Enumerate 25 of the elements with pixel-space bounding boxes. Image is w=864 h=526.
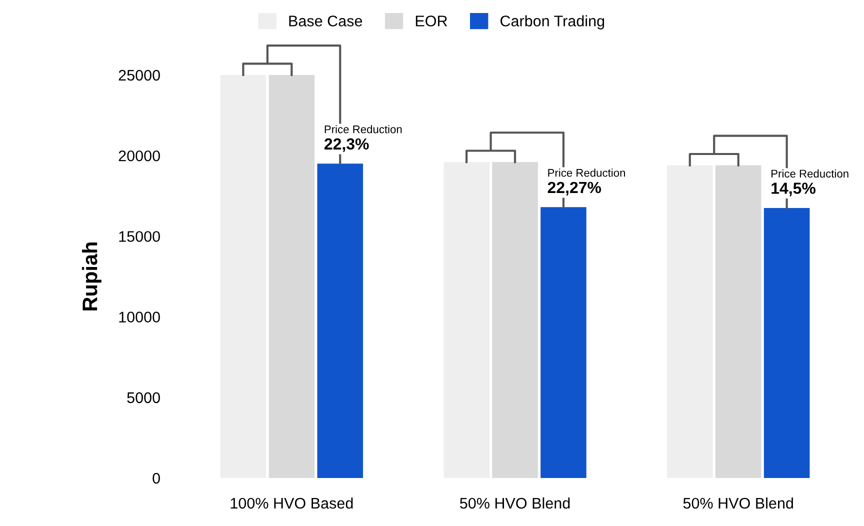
legend-label: Carbon Trading: [500, 15, 604, 30]
bar: [444, 162, 490, 478]
x-tick-label: 50% HVO Blend: [683, 497, 793, 509]
y-tick-label: 15000: [119, 231, 160, 242]
bar: [715, 165, 762, 478]
bar: [268, 75, 315, 478]
bar: [764, 208, 810, 478]
y-tick-label: 5000: [127, 392, 160, 404]
y-tick-label: 0: [152, 472, 160, 484]
bar: [492, 162, 538, 478]
bar: [220, 75, 266, 478]
bar: [666, 165, 713, 478]
annotation: Price Reduction 14,5%: [772, 169, 848, 196]
x-tick-label: 100% HVO Based: [230, 497, 353, 509]
bar: [540, 207, 586, 478]
legend-label: Base Case: [289, 16, 362, 26]
x-tick-label: 50% HVO Blend: [460, 497, 570, 509]
annotation: Price Reduction 22,3%: [324, 125, 402, 152]
y-tick-label: 10000: [119, 312, 160, 322]
annotation: Price Reduction 22,27%: [548, 168, 625, 196]
y-tick-label: 20000: [118, 150, 160, 162]
y-tick-label: 25000: [118, 70, 160, 81]
legend-label: EOR: [416, 16, 448, 26]
bar: [317, 164, 364, 478]
y-axis-title: Rupiah: [82, 242, 102, 310]
